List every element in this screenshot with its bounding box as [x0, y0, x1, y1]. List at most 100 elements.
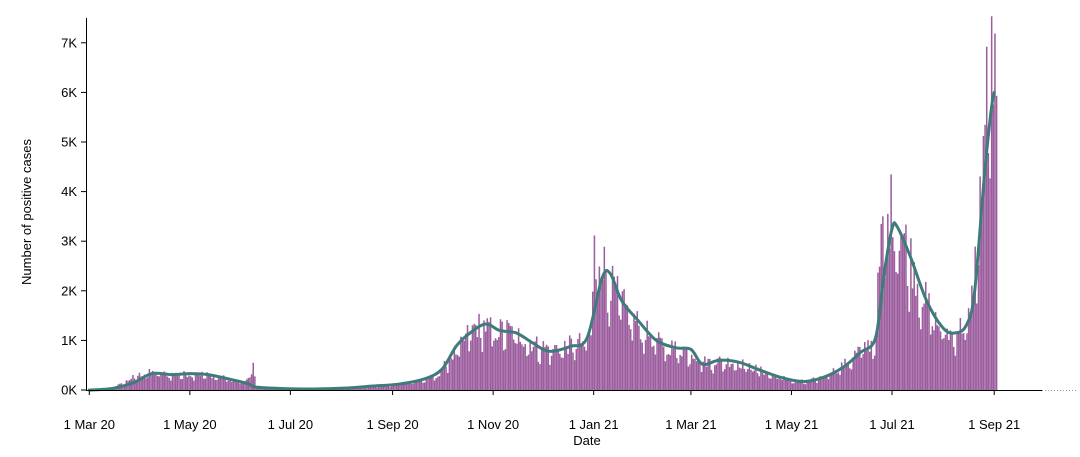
- bar: [967, 308, 970, 390]
- x-axis-title: Date: [573, 433, 600, 448]
- bar: [636, 311, 639, 390]
- bar: [601, 279, 604, 390]
- bar: [745, 371, 747, 390]
- bar: [966, 333, 968, 390]
- bar: [695, 361, 698, 390]
- bar: [442, 368, 444, 390]
- bar: [438, 376, 441, 390]
- bar: [962, 333, 965, 390]
- bar: [868, 351, 871, 390]
- bar: [476, 337, 479, 390]
- bar: [674, 341, 676, 390]
- bar: [952, 346, 955, 390]
- bar: [407, 383, 409, 390]
- bar: [959, 318, 962, 390]
- bar: [613, 276, 615, 390]
- bar: [183, 371, 185, 390]
- bar: [618, 315, 620, 390]
- bar: [742, 359, 744, 390]
- bar: [554, 345, 556, 390]
- bar: [184, 374, 187, 390]
- bar: [606, 312, 609, 390]
- bar: [165, 372, 167, 390]
- bar: [890, 174, 892, 390]
- x-tick-label: 1 Jan 21: [569, 417, 619, 432]
- bar: [817, 377, 820, 390]
- x-tick-label: 1 Mar 20: [64, 417, 115, 432]
- bar: [669, 355, 672, 390]
- bar: [755, 364, 757, 390]
- bar: [481, 351, 484, 390]
- bar: [216, 379, 218, 390]
- bar: [135, 380, 137, 390]
- bar: [822, 376, 825, 390]
- bar: [206, 372, 208, 390]
- bar: [840, 362, 843, 390]
- bar: [616, 275, 619, 390]
- bar: [507, 323, 510, 390]
- bar: [758, 376, 761, 390]
- bar: [448, 359, 451, 390]
- x-tick-label: 1 May 21: [765, 417, 818, 432]
- bar: [555, 345, 558, 390]
- bar: [656, 337, 658, 390]
- bar: [385, 386, 388, 390]
- bar: [671, 340, 673, 390]
- bar: [122, 385, 124, 390]
- bar: [512, 339, 515, 390]
- bar: [969, 312, 971, 390]
- bar: [198, 374, 200, 390]
- bar: [615, 288, 617, 390]
- bar: [910, 238, 912, 390]
- bar: [624, 303, 627, 390]
- bar: [544, 346, 546, 390]
- bar: [809, 380, 812, 390]
- bar: [620, 319, 622, 390]
- bar: [977, 265, 980, 390]
- bar: [984, 124, 986, 390]
- bar: [990, 16, 993, 390]
- bar: [789, 379, 792, 390]
- bar: [494, 338, 497, 390]
- bar-series: [90, 16, 998, 391]
- bar: [707, 358, 709, 390]
- bar: [418, 379, 421, 390]
- bar: [677, 363, 680, 390]
- bar: [552, 348, 554, 390]
- bar: [639, 339, 642, 390]
- bar: [633, 313, 635, 390]
- bar: [915, 295, 917, 390]
- bar: [634, 320, 637, 390]
- bar: [564, 340, 566, 390]
- bar: [170, 380, 172, 390]
- bar: [923, 303, 925, 390]
- bar: [522, 346, 525, 390]
- bar: [989, 178, 991, 390]
- bar: [519, 341, 522, 390]
- y-axis-ticks: 0K 1K 2K 3K 4K 5K 6K 7K: [61, 35, 86, 398]
- bar: [572, 352, 574, 390]
- bar: [661, 338, 663, 390]
- bar: [849, 368, 851, 390]
- bar: [189, 376, 192, 390]
- bar: [727, 357, 729, 390]
- bar: [196, 374, 198, 390]
- bar: [214, 379, 217, 390]
- bar: [803, 383, 805, 390]
- bar: [981, 205, 983, 390]
- bar: [237, 382, 240, 390]
- bar: [860, 357, 863, 390]
- bar: [934, 312, 937, 390]
- bar: [524, 344, 526, 390]
- bar: [933, 330, 935, 390]
- bar: [883, 277, 886, 390]
- bar: [735, 370, 737, 390]
- bar: [503, 350, 505, 390]
- bar: [596, 298, 599, 390]
- bar: [870, 340, 873, 390]
- bar: [466, 325, 469, 390]
- bar: [799, 379, 802, 390]
- bar: [451, 359, 454, 390]
- bar: [194, 374, 197, 390]
